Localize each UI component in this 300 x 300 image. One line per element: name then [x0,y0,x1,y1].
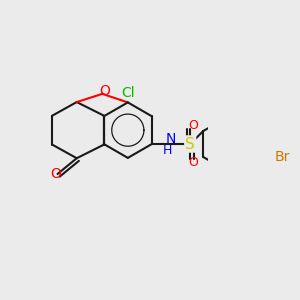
Text: O: O [188,119,198,132]
Text: O: O [51,167,62,181]
Text: N: N [166,132,176,146]
Text: S: S [185,136,195,152]
Text: H: H [163,144,172,157]
Text: O: O [100,84,110,98]
Text: O: O [188,156,198,169]
Text: Br: Br [274,150,290,164]
Text: Cl: Cl [121,86,135,100]
